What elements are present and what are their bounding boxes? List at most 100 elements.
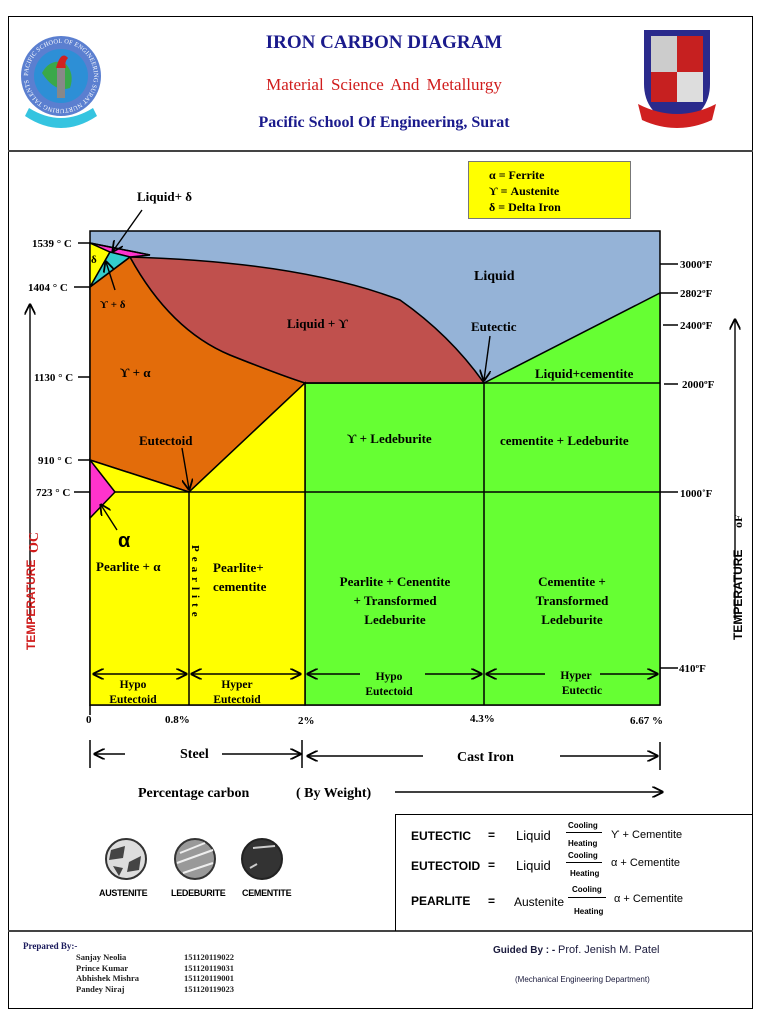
label-hyper-eutectic: Hyper (560, 670, 591, 682)
tick-0-8: 0.8% (165, 714, 190, 726)
steel-label: Steel (180, 747, 209, 762)
eq-eutectoid: EUTECTOID = Liquid Cooling Heating α + C… (396, 851, 754, 881)
label-pct-1: Pearlite + Cenentite (340, 574, 451, 589)
tick-1130c: 1130 ° C (34, 372, 73, 384)
austenite-label: AUSTENITE (99, 888, 148, 898)
tick-910c: 910 ° C (38, 455, 72, 467)
label-pearlite-alpha: Pearlite + α (96, 559, 161, 574)
student-row: Pandey Niraj 151120119023 (76, 984, 234, 995)
eq-name: PEARLITE (411, 894, 471, 908)
y-axis-right-label: TEMPERATURE (731, 550, 745, 640)
cementite-image (241, 838, 283, 880)
alpha-arrow (101, 505, 118, 531)
tick-1404c: 1404 ° C (28, 282, 68, 294)
x-axis-label: Percentage carbon (138, 786, 250, 801)
region-yellow (89, 381, 306, 706)
eq-sign: = (488, 828, 496, 842)
cast-iron-label: Cast Iron (457, 750, 514, 765)
fahrenheit-ticks (660, 263, 678, 669)
gamma-delta-arrow (106, 262, 116, 291)
cementite-label: CEMENTITE (242, 888, 292, 898)
label-liquid-delta: Liquid+ δ (137, 189, 192, 204)
university-logo (638, 30, 716, 128)
label-delta: δ (91, 254, 97, 266)
student-name: Pandey Niraj (76, 983, 125, 994)
y-axis-right-unit: oF (731, 515, 745, 528)
label-pearlite-cementite-2: cementite (213, 579, 267, 594)
label-alpha: α (118, 530, 131, 552)
eq-sign: = (488, 858, 496, 872)
label-hypo-eutectoid-cast-2: Eutectoid (365, 686, 413, 698)
eq-pearlite: PEARLITE = Austenite Cooling Heating α +… (396, 885, 754, 919)
y-axis-left-label: TEMPERATURE (24, 560, 38, 650)
tick-6-67: 6.67 % (630, 715, 663, 727)
eutectoid-arrow (181, 447, 189, 489)
label-hyper-eutectoid: Hyper (221, 679, 252, 691)
tick-723c: 723 ° C (36, 487, 70, 499)
student-row: Prince Kumar 151120119031 (76, 963, 234, 974)
celsius-ticks (74, 242, 90, 493)
label-gamma-delta: ϒ + δ (100, 299, 126, 311)
eq-name: EUTECTIC (411, 829, 471, 843)
eq-right: ϒ + Cementite (611, 829, 683, 841)
label-eutectoid: Eutectoid (139, 433, 193, 448)
iron-carbon-diagram: 1539 ° C 1404 ° C 1130 ° C 910 ° C 723 °… (24, 189, 745, 801)
tick-410f: 410ºF (679, 663, 706, 675)
eq-name: EUTECTOID (411, 859, 481, 873)
student-id: 151120119001 (184, 973, 235, 983)
tick-1539c: 1539 ° C (32, 238, 72, 250)
microstructure-images (105, 838, 283, 880)
eq-heating: Heating (570, 869, 600, 878)
legend-ferrite: α = Ferrite (489, 168, 545, 182)
label-ctl-3: Ledeburite (541, 612, 603, 627)
label-gamma-ledeburite: ϒ + Ledeburite (347, 431, 432, 446)
institution-name: Pacific School Of Engineering, Surat (258, 114, 510, 131)
y-axis-left-unit: OC (27, 532, 42, 553)
guided-by: Guided By : - Prof. Jenish M. Patel (493, 944, 660, 956)
student-row: Abhishek Mishra 151120119001 (76, 973, 234, 984)
college-logo: PACIFIC SCHOOL OF ENGINEERING SURAT NURT… (21, 36, 101, 128)
tick-3000f: 3000ºF (680, 259, 713, 271)
tick-2400f: 2400ºF (680, 320, 713, 332)
eq-eutectic: EUTECTIC = Liquid Cooling Heating ϒ + Ce… (396, 821, 754, 851)
label-hyper-eutectic-2: Eutectic (562, 685, 602, 697)
microstructures: AUSTENITE LEDEBURITE CEMENTITE (95, 838, 305, 898)
student-id: 151120119023 (184, 983, 235, 994)
label-gamma-alpha: ϒ + α (120, 365, 151, 380)
guide-name: Prof. Jenish M. Patel (558, 944, 660, 956)
label-pct-2: + Transformed (353, 593, 437, 608)
eq-cooling: Cooling (568, 821, 598, 830)
eq-left: Austenite (514, 895, 565, 909)
ledeburite-image (174, 838, 216, 880)
student-name: Abhishek Mishra (76, 973, 140, 983)
eq-heating: Heating (574, 907, 604, 916)
label-hypo-eutectoid-cast: Hypo (376, 671, 403, 683)
eq-left: Liquid (516, 858, 551, 873)
student-id: 151120119031 (184, 962, 235, 973)
page-title: IRON CARBON DIAGRAM (265, 32, 503, 53)
department: (Mechanical Engineering Department) (515, 975, 650, 984)
label-ctl-2: Transformed (536, 593, 609, 608)
eq-cooling: Cooling (572, 885, 602, 894)
eq-right: α + Cementite (614, 893, 684, 905)
tick-0: 0 (86, 714, 92, 726)
tick-2: 2% (298, 715, 315, 727)
student-list: Sanjay Neolia 151120119022 Prince Kumar 15… (76, 952, 234, 994)
label-liquid-gamma: Liquid + ϒ (287, 316, 348, 331)
student-id: 151120119022 (184, 952, 235, 962)
tick-1000f: 1000˚F (680, 488, 713, 500)
label-hypo-eutectoid-2: Eutectoid (109, 694, 157, 706)
region-liquid-gamma (128, 256, 486, 384)
ledeburite-label: LEDEBURITE (171, 888, 226, 898)
label-eutectic: Eutectic (471, 319, 517, 334)
page-subtitle: Material Science And Metallurgy (266, 75, 502, 94)
label-ctl-1: Cementite + (538, 574, 606, 589)
poster-frame (8, 16, 753, 1009)
eutectic-arrow (484, 335, 490, 380)
label-pearlite-vertical: Pearlite (189, 545, 201, 622)
eq-heating: Heating (568, 839, 598, 848)
reaction-equations: EUTECTIC = Liquid Cooling Heating ϒ + Ce… (395, 814, 753, 931)
liquid-delta-arrow (113, 209, 143, 251)
tick-2000f: 2000ºF (682, 379, 715, 391)
label-liquid-cementite: Liquid+cementite (535, 366, 634, 381)
